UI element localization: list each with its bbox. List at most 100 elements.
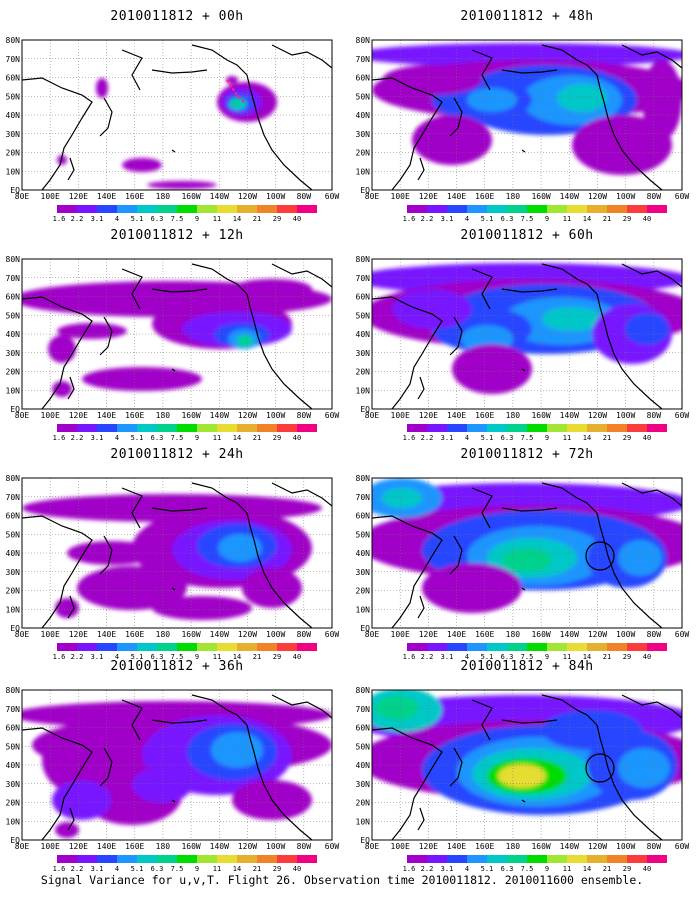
colorbar-swatch <box>197 205 217 213</box>
colorbar-swatch <box>607 855 627 863</box>
x-tick-label: 120W <box>588 192 607 201</box>
colorbar-label: 7.5 <box>521 215 534 223</box>
y-tick-label: 60N <box>356 74 371 83</box>
colorbar-swatch <box>217 424 237 432</box>
colorbar-swatch <box>587 424 607 432</box>
y-tick-label: 10N <box>6 167 21 176</box>
x-tick-label: 120W <box>238 630 257 639</box>
y-tick-label: 20N <box>6 799 21 808</box>
shaded-contour <box>452 344 532 394</box>
x-tick-label: 60W <box>325 411 340 420</box>
y-tick-label: 30N <box>356 780 371 789</box>
shaded-contour <box>211 732 263 768</box>
x-tick-label: 160E <box>125 411 144 420</box>
colorbar-label: 6.3 <box>151 434 164 442</box>
x-tick-label: 160W <box>181 411 200 420</box>
colorbar-swatch <box>427 205 447 213</box>
x-tick-label: 180 <box>506 411 521 420</box>
y-tick-label: 60N <box>6 74 21 83</box>
colorbar-swatch <box>257 424 277 432</box>
x-tick-label: 120E <box>69 842 88 851</box>
colorbar-swatch <box>447 643 467 651</box>
colorbar-swatch <box>157 205 177 213</box>
colorbar-label: 11 <box>213 653 221 661</box>
x-tick-label: 100E <box>41 411 60 420</box>
shaded-contour <box>467 88 517 112</box>
x-tick-label: 140W <box>560 411 579 420</box>
x-tick-label: 120E <box>419 411 438 420</box>
colorbar-label: 5.1 <box>481 434 494 442</box>
x-tick-label: 140E <box>447 630 466 639</box>
colorbar-label: 2.2 <box>71 653 84 661</box>
colorbar-label: 5.1 <box>481 865 494 873</box>
x-tick-label: 120W <box>238 842 257 851</box>
map-grid <box>372 690 682 840</box>
x-tick-label: 140W <box>210 192 229 201</box>
map-panel-72h: 2010011812 + 72h 80E 100E 120E 140E 160E 180 1… <box>356 447 690 661</box>
colorbar-label: 5.1 <box>131 215 144 223</box>
colorbar-label: 14 <box>233 215 241 223</box>
shaded-contour <box>237 335 253 347</box>
map-panel-48h: 2010011812 + 48h 80E 100E 120E 140E 160E 180 1… <box>356 9 690 223</box>
colorbar-label: 5.1 <box>131 653 144 661</box>
colorbar-label: 40 <box>293 865 301 873</box>
x-tick-label: 140W <box>210 411 229 420</box>
panel-title: 2010011812 + 24h <box>110 447 243 462</box>
x-tick-label: 100E <box>41 842 60 851</box>
x-tick-label: 140E <box>447 192 466 201</box>
map-panel-60h: 2010011812 + 60h 80E 100E 120E 140E 160E 180 1… <box>356 228 690 442</box>
colorbar-swatch <box>157 855 177 863</box>
colorbar-swatch <box>137 855 157 863</box>
colorbar-swatch <box>427 424 447 432</box>
shaded-contour <box>372 43 682 67</box>
circle-marker <box>585 541 615 571</box>
colorbar-label: 29 <box>273 653 281 661</box>
shaded-contour <box>122 158 162 172</box>
colorbar-swatch <box>487 643 507 651</box>
colorbar-swatch <box>487 424 507 432</box>
colorbar-label: 21 <box>253 215 261 223</box>
colorbar-swatch <box>97 424 117 432</box>
colorbar-label: 11 <box>563 215 571 223</box>
colorbar-label: 7.5 <box>171 865 184 873</box>
colorbar-swatch <box>507 855 527 863</box>
colorbar-label: 2.2 <box>421 653 434 661</box>
shaded-contour <box>97 291 137 311</box>
shaded-contour <box>82 367 202 391</box>
colorbar-label: 6.3 <box>151 865 164 873</box>
colorbar-swatch <box>257 205 277 213</box>
x-tick-label: 60W <box>675 411 690 420</box>
colorbar-swatch <box>217 855 237 863</box>
y-tick-label: 20N <box>356 799 371 808</box>
colorbar-label: 1.6 <box>53 865 66 873</box>
colorbar-label: 2.2 <box>421 434 434 442</box>
shaded-contour <box>392 289 472 329</box>
colorbar-swatch <box>547 424 567 432</box>
colorbar-label: 9 <box>195 434 199 442</box>
colorbar-swatch <box>507 205 527 213</box>
colorbar-label: 21 <box>253 865 261 873</box>
y-tick-label: 40N <box>6 549 21 558</box>
colorbar-label: 21 <box>603 865 611 873</box>
y-tick-label: 80N <box>356 255 371 264</box>
x-tick-label: 80W <box>297 192 312 201</box>
colorbar-swatch <box>567 643 587 651</box>
colorbar-swatch <box>627 643 647 651</box>
colorbar-swatch <box>547 855 567 863</box>
shaded-contour <box>422 563 522 613</box>
y-tick-label: 80N <box>356 686 371 695</box>
colorbar-label: 29 <box>623 653 631 661</box>
y-tick-label: 80N <box>6 36 21 45</box>
colorbar-swatch <box>607 205 627 213</box>
colorbar-label: 2.2 <box>421 865 434 873</box>
shaded-contour <box>77 566 187 610</box>
x-tick-label: 140W <box>560 630 579 639</box>
colorbar-swatch <box>467 855 487 863</box>
x-tick-label: 120W <box>238 192 257 201</box>
y-tick-label: 60N <box>6 512 21 521</box>
colorbar-swatch <box>527 643 547 651</box>
map-background <box>22 40 332 190</box>
map-grid <box>22 40 332 190</box>
x-tick-label: 100E <box>391 411 410 420</box>
colorbar-swatch <box>407 643 427 651</box>
